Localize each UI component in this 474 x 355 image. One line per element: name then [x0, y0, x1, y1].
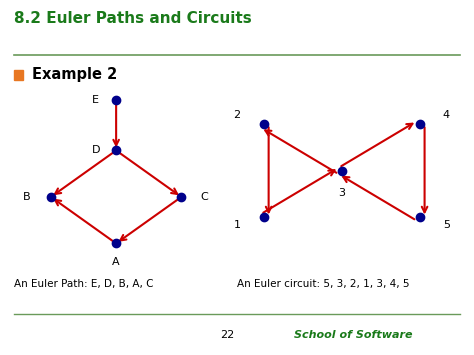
Text: 22: 22 [220, 331, 235, 340]
Text: An Euler circuit: 5, 3, 2, 1, 3, 4, 5: An Euler circuit: 5, 3, 2, 1, 3, 4, 5 [237, 279, 410, 289]
Text: 5: 5 [443, 220, 450, 230]
Text: An Euler Path: E, D, B, A, C: An Euler Path: E, D, B, A, C [14, 279, 154, 289]
Bar [14, 70, 23, 80]
Text: 2: 2 [233, 110, 241, 120]
Text: B: B [23, 192, 30, 202]
Text: Example 2: Example 2 [32, 67, 118, 82]
Text: 8.2 Euler Paths and Circuits: 8.2 Euler Paths and Circuits [14, 11, 252, 26]
Text: A: A [112, 257, 120, 267]
Text: E: E [92, 95, 99, 105]
Text: 3: 3 [338, 188, 345, 198]
Text: C: C [200, 192, 208, 202]
Text: 1: 1 [234, 220, 240, 230]
Text: 4: 4 [443, 110, 450, 120]
Text: D: D [91, 146, 100, 155]
Text: School of Software: School of Software [294, 331, 412, 340]
